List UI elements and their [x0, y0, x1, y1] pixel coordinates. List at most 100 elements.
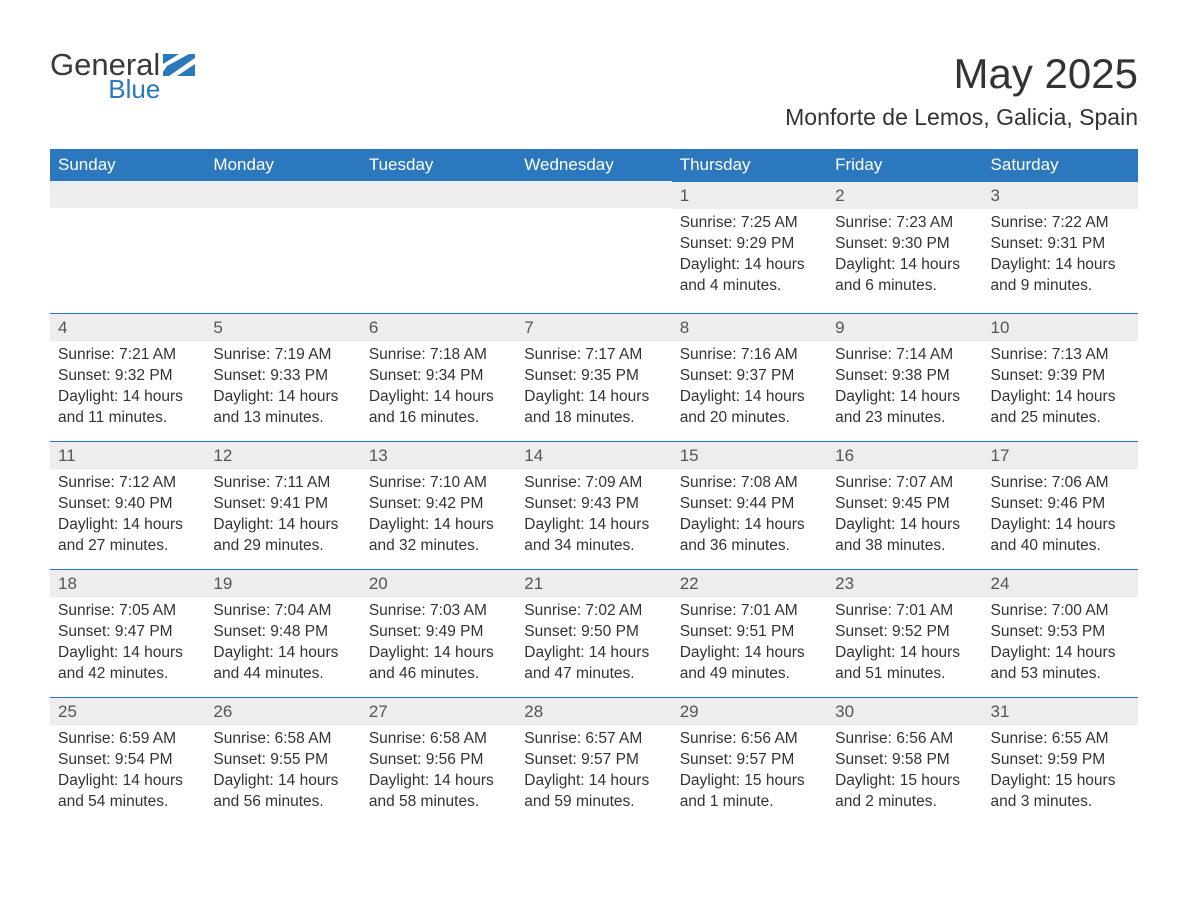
sunset-line: Sunset: 9:55 PM	[213, 750, 352, 771]
daylight-line: Daylight: 14 hours and 36 minutes.	[680, 515, 819, 557]
empty-day	[50, 181, 205, 208]
day-number: 18	[50, 569, 205, 597]
daylight-line: Daylight: 14 hours and 4 minutes.	[680, 255, 819, 297]
calendar-cell: 13Sunrise: 7:10 AMSunset: 9:42 PMDayligh…	[361, 441, 516, 569]
calendar-cell: 16Sunrise: 7:07 AMSunset: 9:45 PMDayligh…	[827, 441, 982, 569]
sunset-line: Sunset: 9:47 PM	[58, 622, 197, 643]
sunset-line: Sunset: 9:54 PM	[58, 750, 197, 771]
day-details: Sunrise: 7:13 AMSunset: 9:39 PMDaylight:…	[983, 341, 1138, 435]
sunrise-line: Sunrise: 7:16 AM	[680, 345, 819, 366]
day-number: 4	[50, 313, 205, 341]
daylight-line: Daylight: 15 hours and 2 minutes.	[835, 771, 974, 813]
sunset-line: Sunset: 9:56 PM	[369, 750, 508, 771]
sunset-line: Sunset: 9:41 PM	[213, 494, 352, 515]
sunrise-line: Sunrise: 7:03 AM	[369, 601, 508, 622]
calendar-cell: 26Sunrise: 6:58 AMSunset: 9:55 PMDayligh…	[205, 697, 360, 825]
day-details: Sunrise: 6:58 AMSunset: 9:56 PMDaylight:…	[361, 725, 516, 819]
sunrise-line: Sunrise: 7:22 AM	[991, 213, 1130, 234]
calendar-cell: 2Sunrise: 7:23 AMSunset: 9:30 PMDaylight…	[827, 181, 982, 313]
day-number: 24	[983, 569, 1138, 597]
day-number: 1	[672, 181, 827, 209]
calendar-cell: 11Sunrise: 7:12 AMSunset: 9:40 PMDayligh…	[50, 441, 205, 569]
day-details: Sunrise: 7:01 AMSunset: 9:51 PMDaylight:…	[672, 597, 827, 691]
day-number: 14	[516, 441, 671, 469]
daylight-line: Daylight: 14 hours and 44 minutes.	[213, 643, 352, 685]
sunrise-line: Sunrise: 7:01 AM	[835, 601, 974, 622]
sunset-line: Sunset: 9:49 PM	[369, 622, 508, 643]
sunrise-line: Sunrise: 7:04 AM	[213, 601, 352, 622]
sunset-line: Sunset: 9:35 PM	[524, 366, 663, 387]
day-header: Tuesday	[361, 149, 516, 181]
sunrise-line: Sunrise: 7:10 AM	[369, 473, 508, 494]
day-number: 17	[983, 441, 1138, 469]
sunset-line: Sunset: 9:34 PM	[369, 366, 508, 387]
calendar-table: SundayMondayTuesdayWednesdayThursdayFrid…	[50, 149, 1138, 825]
day-number: 25	[50, 697, 205, 725]
day-number: 9	[827, 313, 982, 341]
calendar-cell: 21Sunrise: 7:02 AMSunset: 9:50 PMDayligh…	[516, 569, 671, 697]
sunset-line: Sunset: 9:44 PM	[680, 494, 819, 515]
day-header: Sunday	[50, 149, 205, 181]
daylight-line: Daylight: 14 hours and 53 minutes.	[991, 643, 1130, 685]
day-number: 28	[516, 697, 671, 725]
day-number: 29	[672, 697, 827, 725]
brand-logo: General Blue	[50, 50, 195, 102]
day-details: Sunrise: 7:10 AMSunset: 9:42 PMDaylight:…	[361, 469, 516, 563]
day-header: Saturday	[983, 149, 1138, 181]
calendar-cell	[361, 181, 516, 313]
empty-day	[361, 181, 516, 208]
daylight-line: Daylight: 14 hours and 42 minutes.	[58, 643, 197, 685]
sunrise-line: Sunrise: 7:01 AM	[680, 601, 819, 622]
daylight-line: Daylight: 14 hours and 20 minutes.	[680, 387, 819, 429]
day-details: Sunrise: 7:22 AMSunset: 9:31 PMDaylight:…	[983, 209, 1138, 303]
day-number: 11	[50, 441, 205, 469]
daylight-line: Daylight: 14 hours and 56 minutes.	[213, 771, 352, 813]
day-details: Sunrise: 7:07 AMSunset: 9:45 PMDaylight:…	[827, 469, 982, 563]
sunrise-line: Sunrise: 6:57 AM	[524, 729, 663, 750]
sunset-line: Sunset: 9:50 PM	[524, 622, 663, 643]
sunset-line: Sunset: 9:42 PM	[369, 494, 508, 515]
calendar-cell: 20Sunrise: 7:03 AMSunset: 9:49 PMDayligh…	[361, 569, 516, 697]
calendar-cell: 3Sunrise: 7:22 AMSunset: 9:31 PMDaylight…	[983, 181, 1138, 313]
day-details: Sunrise: 7:18 AMSunset: 9:34 PMDaylight:…	[361, 341, 516, 435]
day-number: 31	[983, 697, 1138, 725]
day-number: 20	[361, 569, 516, 597]
day-details: Sunrise: 6:59 AMSunset: 9:54 PMDaylight:…	[50, 725, 205, 819]
calendar-cell: 6Sunrise: 7:18 AMSunset: 9:34 PMDaylight…	[361, 313, 516, 441]
day-number: 23	[827, 569, 982, 597]
sunset-line: Sunset: 9:38 PM	[835, 366, 974, 387]
calendar-cell: 8Sunrise: 7:16 AMSunset: 9:37 PMDaylight…	[672, 313, 827, 441]
day-details: Sunrise: 6:57 AMSunset: 9:57 PMDaylight:…	[516, 725, 671, 819]
daylight-line: Daylight: 14 hours and 59 minutes.	[524, 771, 663, 813]
day-details: Sunrise: 6:55 AMSunset: 9:59 PMDaylight:…	[983, 725, 1138, 819]
sunrise-line: Sunrise: 7:14 AM	[835, 345, 974, 366]
day-number: 6	[361, 313, 516, 341]
sunset-line: Sunset: 9:32 PM	[58, 366, 197, 387]
day-details: Sunrise: 7:12 AMSunset: 9:40 PMDaylight:…	[50, 469, 205, 563]
day-number: 26	[205, 697, 360, 725]
calendar-cell: 12Sunrise: 7:11 AMSunset: 9:41 PMDayligh…	[205, 441, 360, 569]
day-number: 16	[827, 441, 982, 469]
calendar-cell: 30Sunrise: 6:56 AMSunset: 9:58 PMDayligh…	[827, 697, 982, 825]
calendar-week: 11Sunrise: 7:12 AMSunset: 9:40 PMDayligh…	[50, 441, 1138, 569]
day-number: 13	[361, 441, 516, 469]
daylight-line: Daylight: 14 hours and 49 minutes.	[680, 643, 819, 685]
daylight-line: Daylight: 14 hours and 51 minutes.	[835, 643, 974, 685]
daylight-line: Daylight: 14 hours and 25 minutes.	[991, 387, 1130, 429]
daylight-line: Daylight: 14 hours and 18 minutes.	[524, 387, 663, 429]
day-header-row: SundayMondayTuesdayWednesdayThursdayFrid…	[50, 149, 1138, 181]
day-details: Sunrise: 7:06 AMSunset: 9:46 PMDaylight:…	[983, 469, 1138, 563]
daylight-line: Daylight: 14 hours and 6 minutes.	[835, 255, 974, 297]
sunrise-line: Sunrise: 6:55 AM	[991, 729, 1130, 750]
day-details: Sunrise: 7:08 AMSunset: 9:44 PMDaylight:…	[672, 469, 827, 563]
sunset-line: Sunset: 9:33 PM	[213, 366, 352, 387]
day-details: Sunrise: 6:56 AMSunset: 9:57 PMDaylight:…	[672, 725, 827, 819]
day-details: Sunrise: 7:02 AMSunset: 9:50 PMDaylight:…	[516, 597, 671, 691]
day-header: Monday	[205, 149, 360, 181]
daylight-line: Daylight: 14 hours and 34 minutes.	[524, 515, 663, 557]
day-details: Sunrise: 7:03 AMSunset: 9:49 PMDaylight:…	[361, 597, 516, 691]
calendar-cell	[205, 181, 360, 313]
empty-day	[205, 181, 360, 208]
daylight-line: Daylight: 14 hours and 46 minutes.	[369, 643, 508, 685]
day-number: 27	[361, 697, 516, 725]
